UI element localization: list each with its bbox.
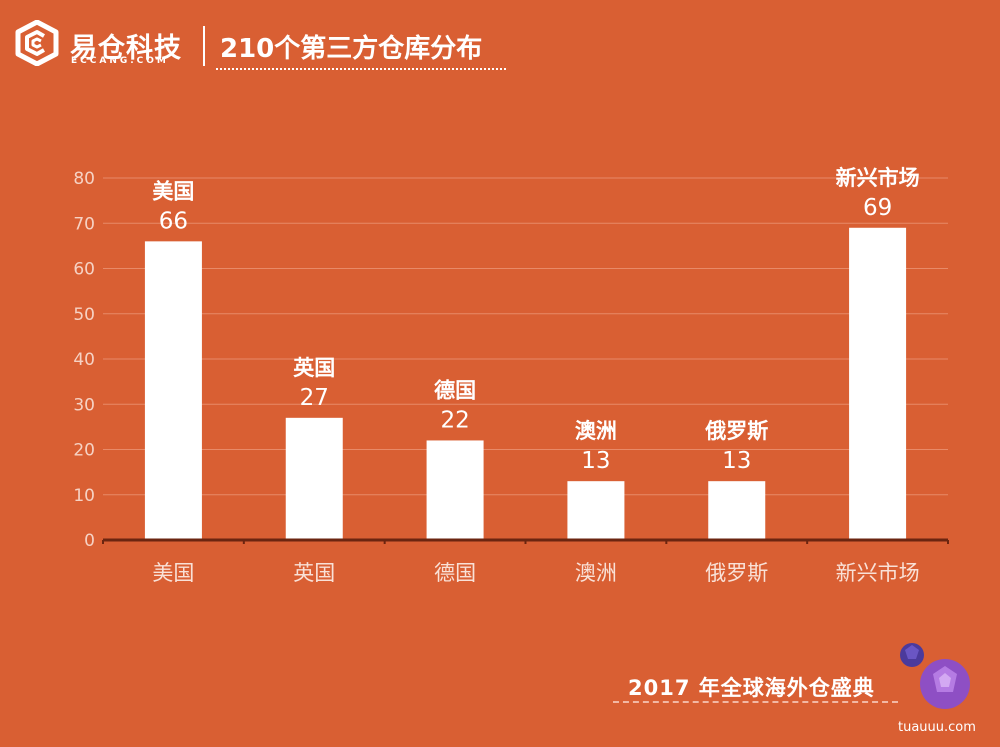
gem-icon bbox=[900, 643, 970, 709]
x-tick-label: 英国 bbox=[293, 561, 335, 585]
gridlines bbox=[103, 177, 948, 496]
y-tick-label: 0 bbox=[84, 531, 95, 551]
bars bbox=[144, 227, 907, 540]
bar bbox=[849, 227, 907, 540]
bar bbox=[708, 481, 766, 540]
y-tick-label: 70 bbox=[73, 214, 95, 234]
x-tick-label: 美国 bbox=[152, 561, 194, 585]
bar bbox=[144, 241, 202, 540]
data-label-name: 德国 bbox=[434, 378, 476, 402]
y-tick-label: 40 bbox=[73, 350, 95, 370]
y-tick-label: 60 bbox=[73, 260, 95, 280]
data-label-value: 22 bbox=[440, 407, 469, 433]
brand-domain: ECCANG.COM bbox=[71, 56, 169, 66]
x-tick-label: 德国 bbox=[434, 561, 476, 585]
data-label-value: 66 bbox=[159, 208, 188, 234]
large-gem bbox=[920, 659, 970, 709]
brand-name: 易仓科技 bbox=[70, 33, 182, 64]
eccang-logo-icon bbox=[15, 20, 59, 66]
x-tick-label: 俄罗斯 bbox=[705, 561, 768, 585]
data-label-name: 俄罗斯 bbox=[704, 419, 768, 443]
y-tick-label: 30 bbox=[73, 395, 95, 415]
small-gem bbox=[900, 643, 924, 667]
y-tick-label: 50 bbox=[73, 305, 95, 325]
data-label-name: 美国 bbox=[152, 179, 194, 203]
title-underline bbox=[216, 68, 506, 70]
watermark: tuauuu.com bbox=[898, 720, 976, 735]
data-label-value: 13 bbox=[722, 448, 751, 474]
data-label-value: 13 bbox=[581, 448, 610, 474]
x-tick-label: 新兴市场 bbox=[836, 561, 920, 585]
x-axis: 美国 英国 德国 澳洲 俄罗斯 新兴市场 bbox=[102, 538, 949, 585]
header: 易仓科技 ECCANG.COM 210个第三方仓库分布 bbox=[0, 0, 1000, 80]
header-divider bbox=[203, 26, 205, 66]
data-label-name: 新兴市场 bbox=[836, 166, 920, 190]
data-label-name: 澳洲 bbox=[575, 419, 617, 443]
event-underline bbox=[613, 701, 898, 703]
data-label-value: 69 bbox=[863, 195, 892, 221]
data-label-value: 27 bbox=[300, 385, 329, 411]
x-tick-label: 澳洲 bbox=[575, 561, 617, 585]
page-title: 210个第三方仓库分布 bbox=[220, 34, 483, 64]
y-tick-label: 80 bbox=[73, 169, 95, 189]
data-labels: 美国 66 英国 27 德国 22 澳洲 13 俄罗斯 13 新兴市场 69 bbox=[152, 166, 919, 474]
y-axis-ticks: 0 10 20 30 40 50 60 70 80 bbox=[73, 169, 95, 551]
bar bbox=[285, 417, 343, 540]
data-label-name: 英国 bbox=[293, 356, 335, 380]
bar bbox=[567, 481, 625, 540]
y-tick-label: 20 bbox=[73, 441, 95, 461]
event-title: 2017 年全球海外仓盛典 bbox=[628, 676, 875, 700]
bar bbox=[426, 440, 484, 540]
bar-chart: 0 10 20 30 40 50 60 70 80 美国 66 英国 27 德国 22 澳洲 13 俄罗斯 13 新… bbox=[73, 166, 949, 585]
y-tick-label: 10 bbox=[73, 486, 95, 506]
